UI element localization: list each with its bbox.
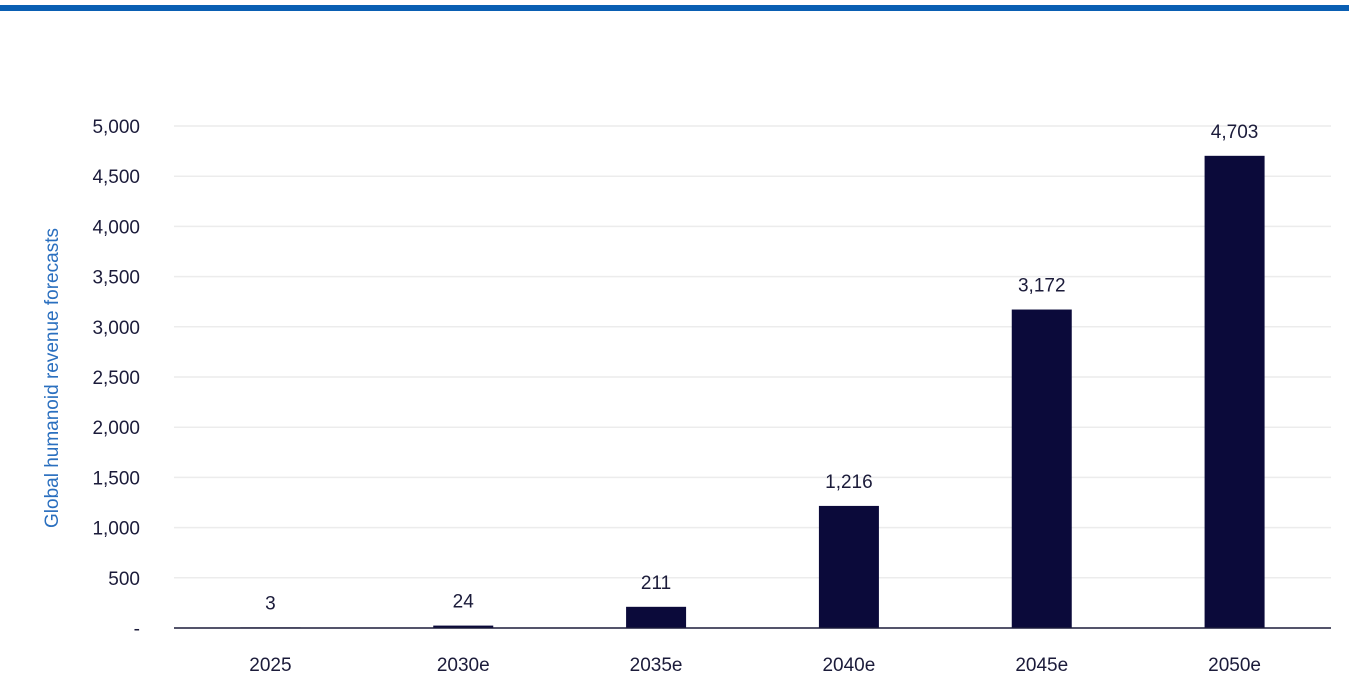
y-tick-label: 3,000 [92,318,140,339]
data-label-2050e: 4,703 [1211,122,1259,143]
bar-2050e [1204,155,1265,629]
gridlines [174,125,1331,579]
y-tick-label: 4,000 [92,217,140,238]
top-rule [0,5,1349,11]
y-tick-label: 1,500 [92,468,140,489]
y-tick-label: 2,000 [92,418,140,439]
x-tick-label-2035e: 2035e [630,655,683,676]
bar-2045e [1011,309,1072,628]
data-label-2025: 3 [265,594,276,615]
bar-2030e [433,625,494,628]
y-axis-ticks: - 500 1,000 1,500 2,000 2,500 3,000 3,500 4,000 4… [92,117,140,640]
x-axis-ticks: 2025 2030e 2035e 2040e 2045e 2050e [249,655,1261,676]
y-tick-label: 5,000 [92,117,140,138]
x-tick-label-2050e: 2050e [1208,655,1261,676]
data-label-2035e: 211 [641,573,671,594]
bar-2035e [626,606,687,628]
x-tick-label-2040e: 2040e [822,655,875,676]
y-tick-label: - [134,619,140,640]
data-labels: 3 24 211 1,216 3,172 4,703 [265,122,1258,615]
bar-2040e [818,505,879,628]
y-tick-label: 3,500 [92,268,140,289]
data-label-2030e: 24 [453,592,475,613]
y-tick-label: 4,500 [92,167,140,188]
y-tick-label: 500 [108,569,140,590]
data-label-2040e: 1,216 [825,472,873,493]
x-tick-label-2030e: 2030e [437,655,490,676]
y-tick-label: 1,000 [92,519,140,540]
x-tick-label-2045e: 2045e [1015,655,1068,676]
y-tick-label: 2,500 [92,368,140,389]
bars [240,155,1265,629]
data-label-2045e: 3,172 [1018,276,1066,297]
x-tick-label-2025: 2025 [249,655,291,676]
y-axis-title: Global humanoid revenue forecasts [42,228,63,528]
